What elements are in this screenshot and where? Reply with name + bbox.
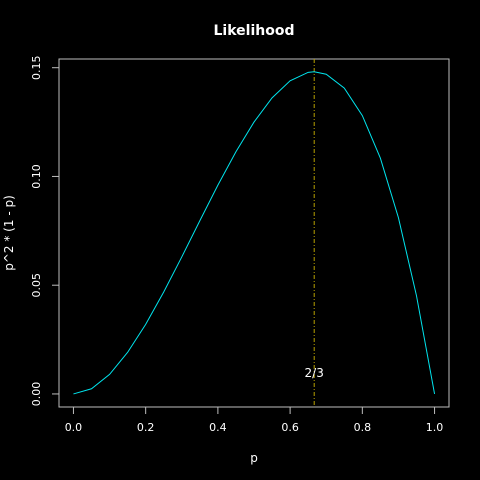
likelihood-curve bbox=[73, 71, 436, 395]
mle-annotation: 2/3 bbox=[305, 366, 324, 380]
x-tick-label: 0.8 bbox=[354, 421, 372, 434]
y-tick-label: 0.05 bbox=[30, 273, 43, 298]
x-axis-label: p bbox=[250, 451, 258, 465]
x-tick-label: 0.0 bbox=[65, 421, 83, 434]
y-tick-label: 0.10 bbox=[30, 164, 43, 189]
plot-area: 0.0 0.2 0.4 0.6 0.8 1.0 0.00 0.05 0.10 0.15 2/3 bbox=[30, 55, 450, 434]
chart-title: Likelihood bbox=[214, 23, 295, 39]
y-tick-label: 0.00 bbox=[30, 382, 43, 407]
y-axis-label: p^2 * (1 - p) bbox=[2, 195, 16, 271]
y-tick-label: 0.15 bbox=[30, 55, 43, 80]
x-tick-label: 1.0 bbox=[426, 421, 444, 434]
x-tick-label: 0.6 bbox=[281, 421, 299, 434]
x-tick-label: 0.4 bbox=[209, 421, 227, 434]
x-tick-label: 0.2 bbox=[137, 421, 155, 434]
